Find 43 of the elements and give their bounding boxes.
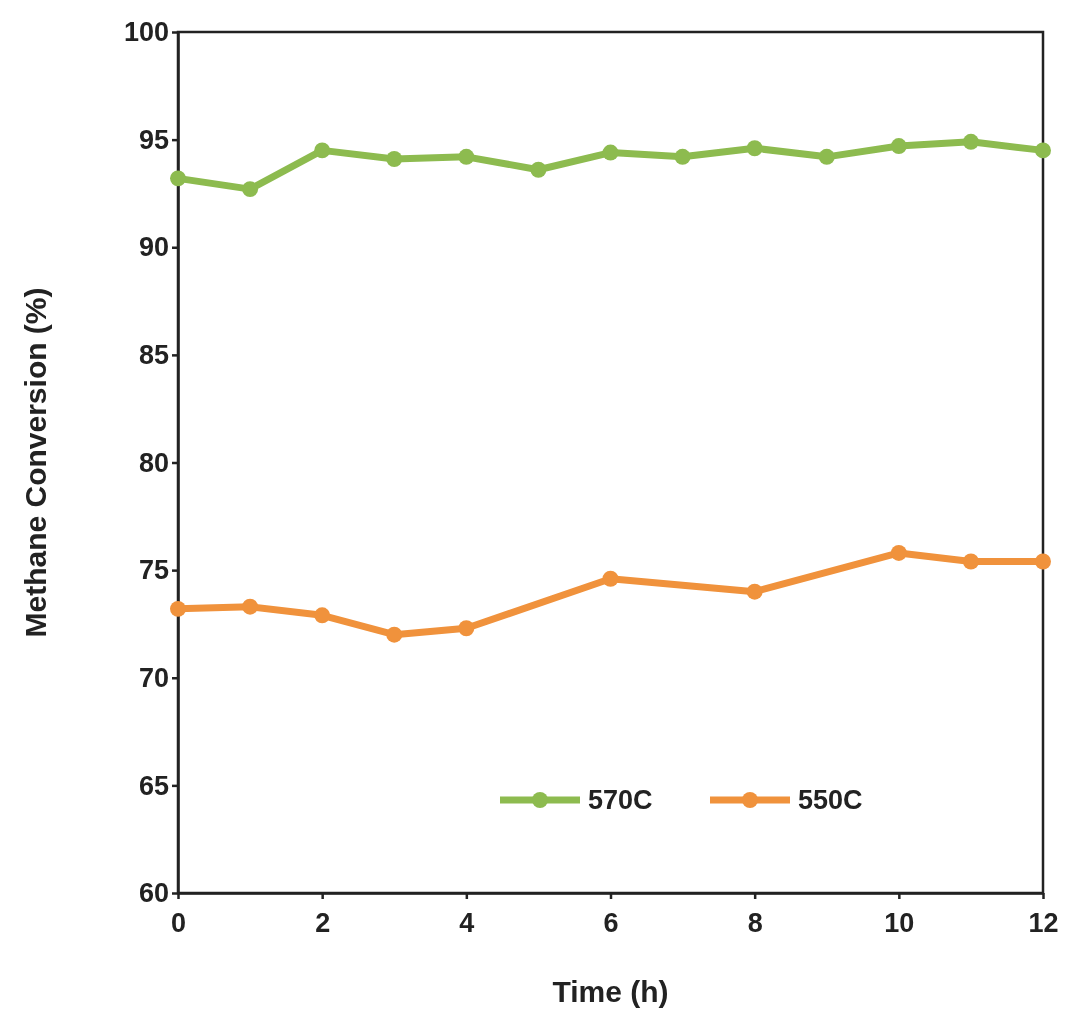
- y-tick-label: 85: [138, 340, 169, 371]
- y-tick-label: 95: [138, 124, 169, 155]
- x-tick-label: 10: [884, 907, 915, 938]
- y-tick-label: 70: [138, 662, 169, 693]
- x-tick-label: 8: [747, 907, 763, 938]
- y-tick-label: 75: [138, 555, 169, 586]
- x-tick-label: 2: [315, 907, 331, 938]
- x-tick-label: 12: [1028, 907, 1059, 938]
- point: [1035, 142, 1051, 159]
- x-tick-label: 6: [603, 907, 619, 938]
- point: [602, 144, 619, 161]
- point: [314, 142, 331, 159]
- point: [242, 181, 259, 198]
- point: [746, 583, 763, 600]
- point: [242, 598, 259, 615]
- y-tick-label: 100: [123, 17, 169, 48]
- point: [746, 140, 763, 157]
- point: [458, 148, 475, 165]
- legend-label: 570C: [588, 785, 653, 816]
- x-axis-title: Time (h): [552, 975, 669, 1008]
- point: [170, 170, 186, 187]
- point: [1035, 553, 1051, 570]
- point: [386, 151, 403, 167]
- x-tick-label: 0: [170, 907, 187, 938]
- point: [962, 133, 979, 150]
- point: [458, 620, 475, 637]
- point: [386, 626, 403, 643]
- point: [962, 553, 979, 570]
- point: [314, 607, 331, 624]
- x-tick-label: 4: [459, 907, 475, 938]
- y-tick-label: 60: [138, 878, 169, 909]
- point: [674, 148, 691, 165]
- y-tick-label: 65: [138, 770, 169, 801]
- point: [890, 544, 907, 561]
- point: [530, 161, 547, 178]
- point: [818, 148, 835, 165]
- y-tick-label: 80: [138, 447, 169, 478]
- point: [170, 600, 186, 617]
- point: [890, 138, 907, 155]
- y-axis-title: Methane Conversion (%): [19, 287, 52, 638]
- legend-label: 550C: [798, 785, 863, 816]
- point: [602, 570, 619, 587]
- y-tick-label: 90: [138, 232, 169, 263]
